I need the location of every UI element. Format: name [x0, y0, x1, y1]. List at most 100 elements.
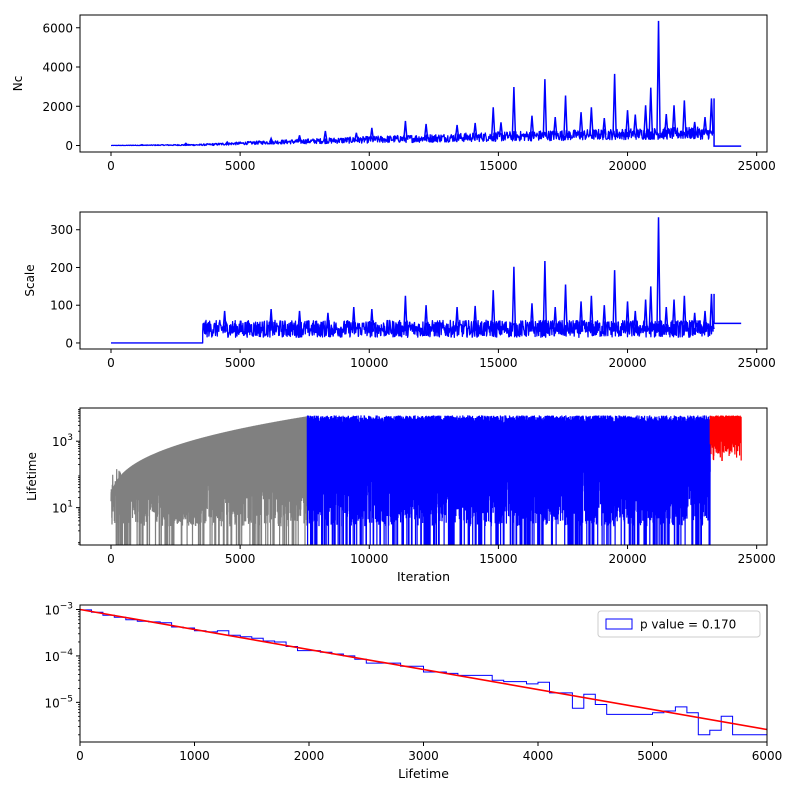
nc-series — [110, 20, 742, 147]
nc-spike — [656, 20, 661, 135]
scale-spike — [490, 290, 496, 332]
y-tick-label: 6000 — [42, 21, 73, 35]
y-tick-label: 10−4 — [44, 648, 73, 664]
axes-frame-1 — [79, 14, 768, 153]
nc-spike — [183, 142, 188, 146]
scale-spike — [578, 301, 584, 332]
scale-spike — [472, 305, 478, 332]
histogram — [80, 608, 767, 742]
scale-spike — [589, 295, 594, 332]
legend: p value = 0.170 — [597, 610, 761, 638]
scale-spike — [351, 307, 357, 332]
axes-1: 0 5000 10000 15000 20000 25000 0 2000 4000 6000 Nc — [11, 21, 776, 173]
x-tick-label: 5000 — [225, 552, 256, 566]
scale-spike — [671, 299, 677, 332]
x-tick-label: 20000 — [608, 356, 646, 370]
nc-spike — [625, 110, 630, 135]
scale-spike — [692, 312, 697, 332]
scale-spike — [632, 310, 638, 332]
y-tick-label: 0 — [65, 336, 73, 350]
y-tick-label: 103 — [52, 433, 73, 449]
nc-tail — [713, 98, 742, 147]
nc-spike — [297, 135, 302, 142]
x-tick-label: 3000 — [408, 749, 439, 763]
scale-spike — [682, 295, 687, 332]
scale-spike — [552, 307, 558, 332]
scale-spike — [643, 299, 648, 332]
x-tick-label: 6000 — [752, 749, 783, 763]
x-tick-label: 5000 — [637, 749, 668, 763]
x-tick-label: 0 — [76, 749, 84, 763]
lifetime-line-2 — [306, 415, 711, 545]
y-axis-label: Nc — [11, 76, 25, 92]
axes-frame-3 — [79, 407, 768, 546]
x-tick-label: 25000 — [738, 159, 776, 173]
nc-spike — [542, 79, 548, 137]
x-tick-label: 25000 — [738, 356, 776, 370]
scale-spike — [423, 305, 429, 332]
scale-spike — [369, 308, 375, 332]
x-tick-label: 0 — [107, 356, 115, 370]
nc-line — [110, 126, 715, 147]
fit-line — [80, 608, 767, 731]
axes-frame-2 — [79, 211, 768, 350]
nc-spike — [498, 122, 504, 138]
x-tick-label: 5000 — [225, 356, 256, 370]
x-tick-label: 15000 — [479, 356, 517, 370]
y-tick-label: 200 — [50, 261, 73, 275]
scale-spike — [529, 303, 535, 332]
x-tick-label: 20000 — [608, 159, 646, 173]
x-tick-label: 4000 — [523, 749, 554, 763]
y-tick-label: 10−3 — [44, 601, 73, 617]
scale-spike — [222, 310, 227, 332]
scale-spike — [656, 217, 661, 332]
nc-spike — [632, 114, 638, 135]
x-tick-label: 25000 — [738, 552, 776, 566]
x-tick-label: 10000 — [350, 159, 388, 173]
nc-spike — [563, 95, 568, 136]
nc-spike — [323, 130, 328, 142]
x-axis-label: Iteration — [397, 569, 450, 584]
y-tick-label: 101 — [52, 500, 73, 516]
y-axis-label: Scale — [23, 264, 37, 296]
scale-spike — [403, 295, 408, 332]
y-tick-label: 4000 — [42, 61, 73, 75]
nc-spike — [369, 127, 375, 141]
nc-spike — [511, 87, 517, 137]
lifetime-series — [110, 415, 742, 545]
nc-spike — [671, 105, 677, 135]
nc-spike — [472, 122, 478, 138]
y-axis-label: Lifetime — [25, 452, 39, 501]
nc-spike — [529, 115, 535, 137]
nc-spike — [692, 121, 697, 135]
x-axis-label: Lifetime — [398, 766, 449, 781]
scale-spike — [648, 286, 654, 332]
legend-label: p value = 0.170 — [640, 618, 736, 632]
x-tick-label: 15000 — [479, 552, 517, 566]
x-tick-label: 15000 — [479, 159, 517, 173]
axes-2: 0 5000 10000 15000 20000 25000 0 100 200 300 Scale — [23, 223, 776, 370]
nc-spike — [268, 136, 274, 143]
y-tick-label: 0 — [65, 139, 73, 153]
scale-spike — [268, 308, 274, 332]
legend-swatch — [605, 618, 633, 630]
nc-spike — [589, 107, 594, 136]
scale-spike — [601, 305, 607, 332]
nc-spike — [225, 140, 230, 145]
nc-spike — [578, 112, 584, 136]
scale-series — [110, 217, 742, 344]
x-tick-label: 2000 — [294, 749, 325, 763]
scale-spike — [625, 301, 630, 332]
nc-spike — [354, 132, 359, 141]
scale-spike — [702, 310, 708, 332]
scale-line — [110, 319, 715, 344]
nc-spike — [648, 87, 654, 135]
x-tick-label: 10000 — [350, 356, 388, 370]
nc-spike — [423, 123, 429, 139]
scale-spike — [612, 270, 617, 332]
nc-spike — [702, 116, 708, 134]
lifetime-line-3 — [709, 415, 742, 462]
nc-spike — [454, 124, 460, 139]
nc-spike — [140, 143, 144, 147]
